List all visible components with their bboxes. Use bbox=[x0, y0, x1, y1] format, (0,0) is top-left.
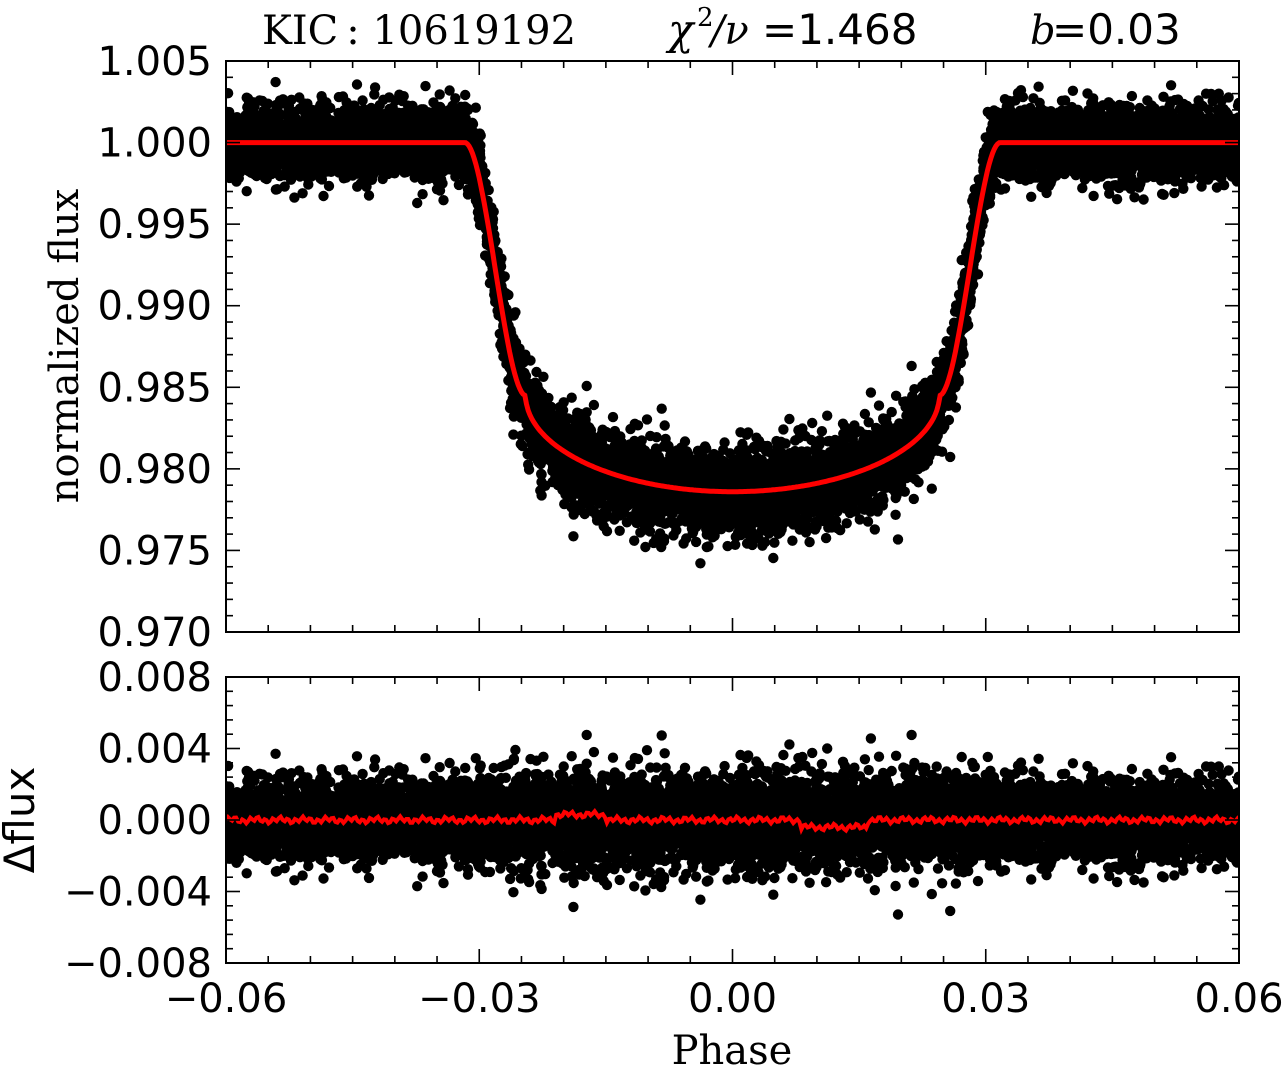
data-point bbox=[374, 100, 385, 111]
data-point bbox=[807, 417, 818, 429]
data-point bbox=[908, 493, 919, 505]
data-point bbox=[1129, 192, 1140, 203]
data-point bbox=[523, 464, 535, 475]
data-point bbox=[835, 525, 846, 536]
data-point bbox=[412, 197, 423, 209]
data-point bbox=[641, 414, 653, 425]
title-chi-exponent: 2 bbox=[697, 3, 714, 33]
title-b-value: =0.03 bbox=[1052, 5, 1181, 54]
data-point bbox=[614, 525, 625, 536]
data-point bbox=[890, 390, 902, 401]
data-point bbox=[1104, 188, 1115, 199]
data-point bbox=[690, 536, 702, 548]
figure-title: KIC : 10619192 χ 2 /ν =1.468 b =0.03 bbox=[262, 3, 1181, 54]
data-point bbox=[650, 443, 662, 454]
data-point bbox=[257, 95, 268, 107]
data-point bbox=[536, 469, 547, 480]
title-b-symbol: b bbox=[1030, 8, 1056, 54]
data-point bbox=[1195, 172, 1206, 184]
data-point bbox=[778, 424, 789, 435]
data-point bbox=[820, 532, 832, 544]
data-point bbox=[420, 80, 431, 92]
data-point bbox=[822, 410, 833, 421]
data-point bbox=[303, 179, 314, 190]
data-point bbox=[241, 186, 252, 197]
data-point bbox=[1088, 190, 1099, 202]
data-point bbox=[1082, 88, 1093, 99]
data-point bbox=[793, 425, 804, 436]
data-point bbox=[460, 89, 471, 101]
data-point bbox=[668, 530, 679, 541]
light-curve-scatter bbox=[226, 76, 1239, 569]
data-point bbox=[522, 449, 533, 460]
data-point bbox=[363, 190, 375, 201]
data-point bbox=[417, 189, 428, 200]
title-chi-nu: /ν bbox=[707, 8, 749, 54]
data-point bbox=[1138, 194, 1149, 205]
data-point bbox=[568, 531, 579, 542]
data-point bbox=[679, 436, 691, 447]
data-point bbox=[787, 535, 798, 546]
data-point bbox=[631, 514, 642, 525]
data-point bbox=[926, 483, 937, 494]
data-point bbox=[640, 541, 651, 553]
data-point bbox=[737, 438, 748, 450]
data-point bbox=[588, 399, 600, 411]
data-point bbox=[635, 527, 646, 538]
data-point bbox=[1111, 194, 1123, 205]
data-point bbox=[270, 76, 281, 88]
data-point bbox=[892, 534, 904, 545]
data-point bbox=[816, 426, 828, 437]
data-point bbox=[1165, 80, 1177, 91]
title-kic: KIC : 10619192 bbox=[262, 8, 576, 54]
data-point bbox=[352, 181, 363, 192]
data-point bbox=[656, 403, 667, 414]
data-point bbox=[841, 518, 852, 529]
data-point bbox=[470, 102, 481, 113]
data-point bbox=[508, 429, 519, 440]
data-point bbox=[945, 451, 956, 463]
data-point bbox=[297, 188, 308, 199]
data-point bbox=[854, 514, 865, 525]
data-point bbox=[1126, 90, 1138, 102]
data-point bbox=[865, 387, 877, 398]
light-curve-panel: 0.9700.9750.9800.9850.9900.9951.0001.005… bbox=[42, 39, 1240, 656]
data-point bbox=[826, 520, 837, 531]
title-chi-symbol: χ bbox=[665, 5, 696, 54]
title-chi-value: =1.468 bbox=[762, 5, 917, 54]
data-point bbox=[607, 411, 619, 423]
